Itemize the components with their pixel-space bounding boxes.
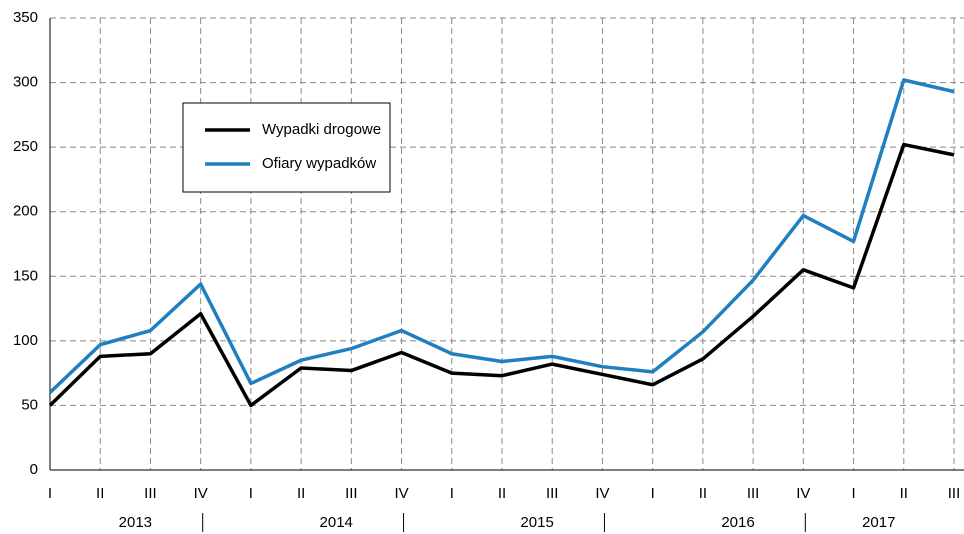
x-tick-label: II	[699, 485, 707, 502]
year-label: 2017	[862, 514, 895, 531]
x-tick-label: II	[498, 485, 506, 502]
x-tick-label: II	[900, 485, 908, 502]
y-tick-label: 50	[21, 396, 38, 413]
legend-label: Wypadki drogowe	[262, 121, 381, 138]
legend-box	[182, 102, 391, 193]
x-tick-label: IV	[194, 485, 208, 502]
x-tick-label: III	[747, 485, 760, 502]
y-tick-label: 0	[30, 461, 38, 478]
year-label: 2014	[320, 514, 353, 531]
x-tick-label: II	[297, 485, 305, 502]
y-tick-label: 350	[13, 9, 38, 26]
x-tick-label: IV	[595, 485, 609, 502]
series-line	[48, 78, 955, 394]
x-tick-label: III	[546, 485, 559, 502]
series-line	[48, 142, 955, 408]
x-tick-label: III	[144, 485, 157, 502]
x-tick-label: I	[450, 485, 454, 502]
y-tick-label: 200	[13, 203, 38, 220]
x-tick-label: II	[96, 485, 104, 502]
x-tick-label: I	[651, 485, 655, 502]
x-tick-label: IV	[796, 485, 810, 502]
y-tick-label: 150	[13, 267, 38, 284]
x-tick-label: I	[48, 485, 52, 502]
x-tick-label: I	[249, 485, 253, 502]
legend-label: Ofiary wypadków	[262, 155, 376, 172]
year-label: 2016	[721, 514, 754, 531]
x-tick-label: III	[948, 485, 961, 502]
year-label: 2015	[520, 514, 553, 531]
y-tick-label: 250	[13, 138, 38, 155]
y-tick-label: 300	[13, 74, 38, 91]
x-tick-label: III	[345, 485, 358, 502]
x-tick-label: IV	[394, 485, 408, 502]
y-tick-label: 100	[13, 332, 38, 349]
year-label: 2013	[119, 514, 152, 531]
x-tick-label: I	[851, 485, 855, 502]
